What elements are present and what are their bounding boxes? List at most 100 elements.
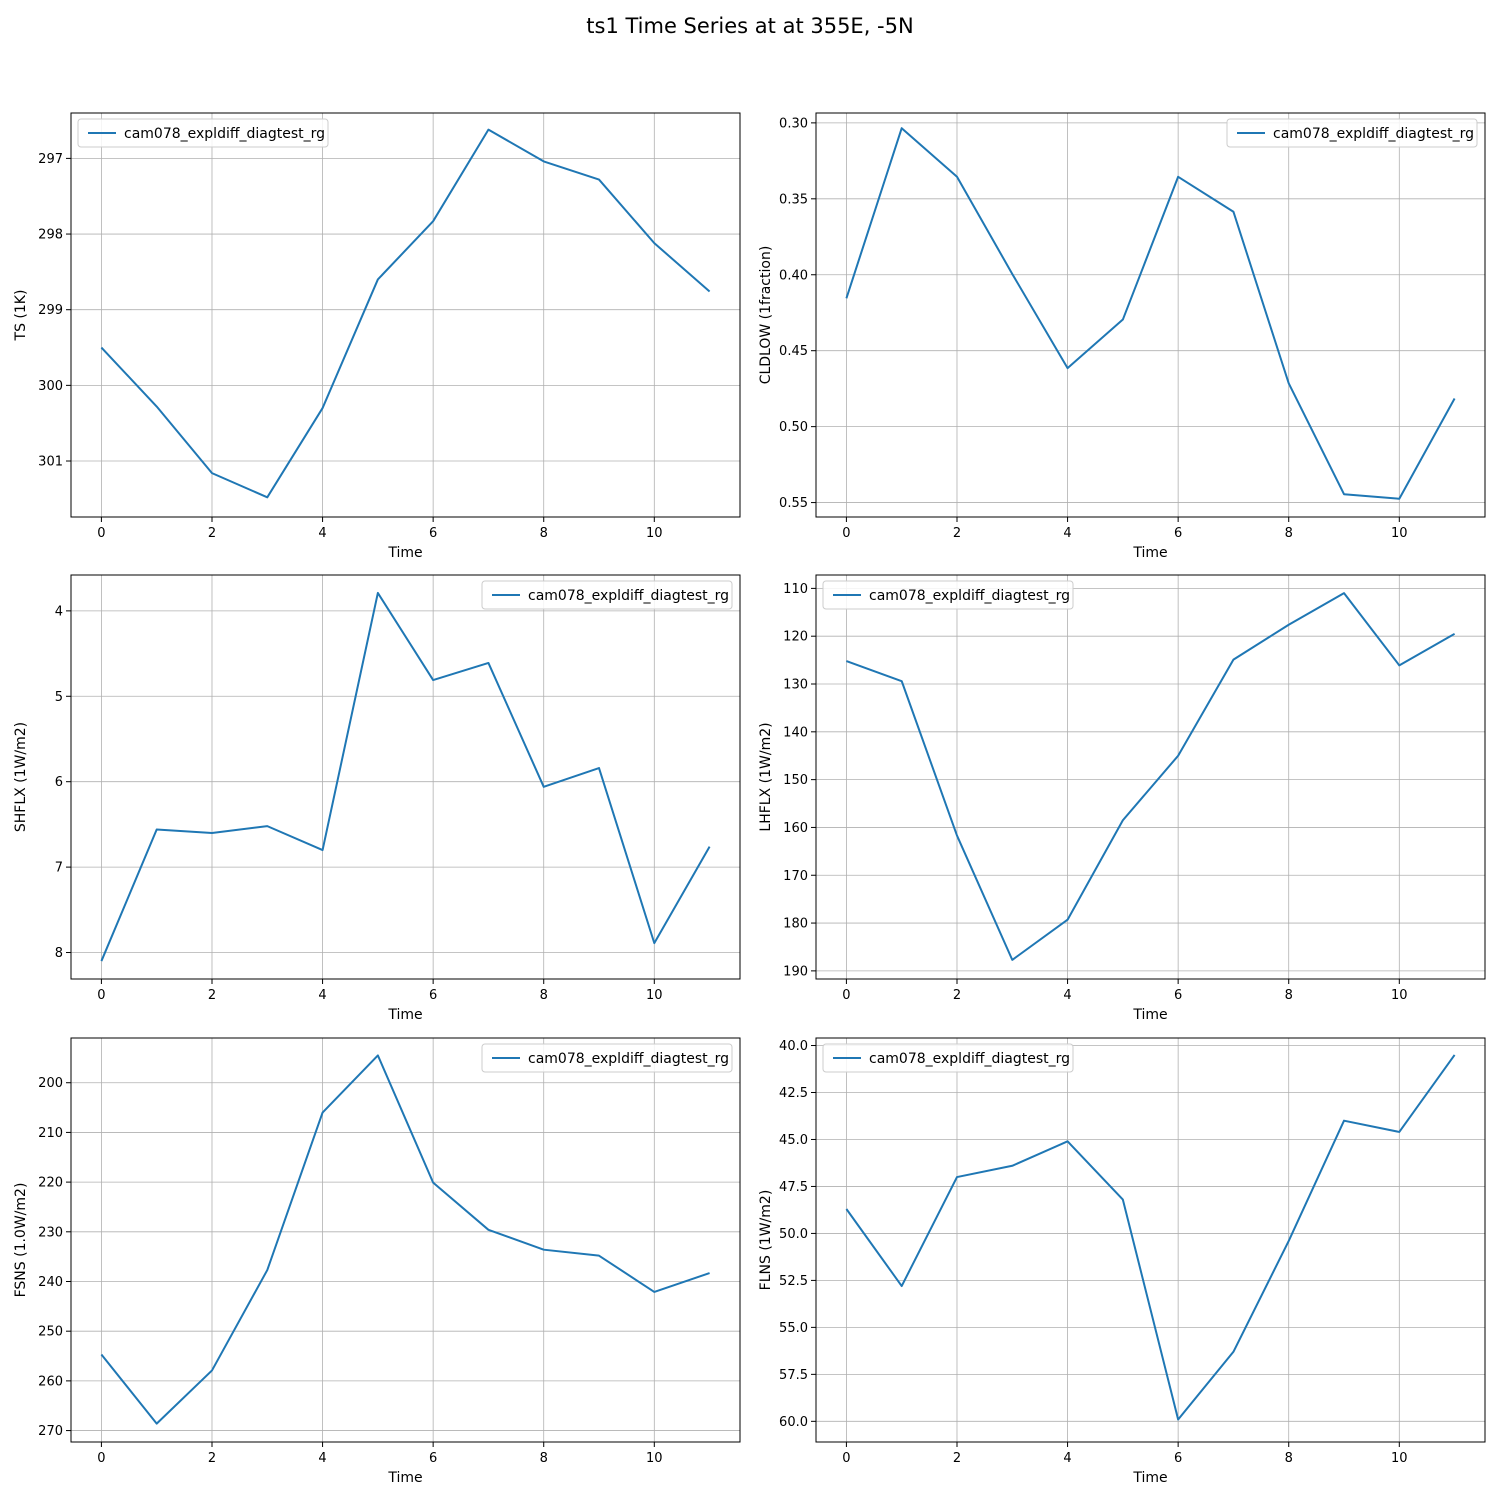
data-point: [709, 846, 711, 848]
y-tick-label: 42.5: [779, 1086, 808, 1101]
y-tick-label: 130: [783, 678, 808, 693]
x-tick-label: 4: [318, 526, 326, 541]
data-point: [156, 406, 158, 408]
y-tick-label: 55.0: [779, 1321, 808, 1336]
y-tick-label: 210: [38, 1126, 63, 1141]
series-line: [100, 128, 711, 499]
plot-frame: [70, 1037, 741, 1443]
y-tick-label: 50.0: [779, 1227, 808, 1242]
y-axis-label: SHFLX (1W/m2): [13, 722, 29, 832]
x-tick-label: 2: [208, 988, 216, 1003]
y-axis-label: FLNS (1W/m2): [758, 1190, 774, 1291]
legend-label: cam078_expldiff_diagtest_rg: [528, 1051, 729, 1067]
y-tick-label: 0.40: [779, 268, 808, 283]
legend-label: cam078_expldiff_diagtest_rg: [528, 588, 729, 604]
legend-box: [822, 580, 1074, 610]
x-tick-label: 2: [953, 526, 961, 541]
legend-label: cam078_expldiff_diagtest_rg: [1273, 126, 1474, 142]
data-point: [1343, 592, 1345, 594]
y-tick-label: 0.30: [779, 116, 808, 131]
data-point: [598, 179, 600, 181]
plot-frame: [815, 1037, 1486, 1443]
y-tick-label: 40.0: [779, 1039, 808, 1054]
x-tick-label: 0: [97, 988, 105, 1003]
data-point: [709, 291, 711, 293]
data-point: [1067, 1140, 1069, 1142]
data-point: [901, 1285, 903, 1287]
y-tick-label: 301: [38, 455, 63, 470]
data-point: [100, 960, 102, 962]
data-point: [1011, 1165, 1013, 1167]
data-point: [1454, 1054, 1456, 1056]
x-tick-label: 0: [842, 988, 850, 1003]
legend: cam078_expldiff_diagtest_rg: [822, 1043, 1074, 1073]
data-point: [211, 832, 213, 834]
x-tick-label: 2: [208, 1451, 216, 1466]
x-tick-label: 8: [540, 988, 548, 1003]
data-point: [487, 129, 489, 131]
y-tick-label: 8: [55, 946, 63, 961]
y-tick-label: 270: [38, 1424, 63, 1439]
data-point: [956, 176, 958, 178]
subplot-1: 0 2 4 6 8 10 297 298 299 300 301 Time TS (1K) cam078_…: [13, 112, 741, 561]
x-tick-label: 8: [540, 526, 548, 541]
x-axis-label: Time: [1132, 1470, 1167, 1486]
data-point: [156, 829, 158, 831]
x-tick-label: 6: [1174, 526, 1182, 541]
series-line: [100, 1054, 710, 1425]
y-tick-label: 110: [783, 582, 808, 597]
data-point: [845, 660, 847, 662]
x-tick-label: 10: [1391, 1451, 1408, 1466]
data-point: [487, 662, 489, 664]
series-line: [845, 1054, 1456, 1421]
y-tick-label: 300: [38, 379, 63, 394]
subplot-3: 0 2 4 6 8 10 4 5 6 7 8 Time SHFLX (1W/m2) cam078_expl…: [13, 574, 741, 1023]
data-point: [598, 1255, 600, 1257]
x-tick-label: 6: [429, 526, 437, 541]
y-tick-label: 6: [55, 775, 63, 790]
y-tick-label: 0.50: [779, 420, 808, 435]
legend-box: [481, 1043, 733, 1073]
data-point: [709, 1272, 711, 1274]
y-tick-label: 52.5: [779, 1274, 808, 1289]
data-point: [845, 297, 847, 299]
data-point: [156, 1423, 158, 1425]
legend-label: cam078_expldiff_diagtest_rg: [124, 126, 325, 142]
data-point: [100, 1354, 102, 1356]
data-point: [432, 220, 434, 222]
data-point: [211, 1369, 213, 1371]
data-point: [322, 1112, 324, 1114]
y-tick-label: 298: [38, 228, 63, 243]
series-line: [846, 592, 1456, 961]
data-point: [377, 1054, 379, 1056]
y-tick-label: 7: [55, 861, 63, 876]
x-tick-label: 4: [1063, 988, 1071, 1003]
data-point: [1067, 367, 1069, 369]
x-tick-label: 2: [953, 988, 961, 1003]
legend: cam078_expldiff_diagtest_rg: [1226, 118, 1478, 148]
legend: cam078_expldiff_diagtest_rg: [822, 580, 1074, 610]
plot-frame: [70, 112, 741, 518]
legend: cam078_expldiff_diagtest_rg: [481, 580, 733, 610]
x-tick-label: 8: [540, 1451, 548, 1466]
data-point: [653, 242, 655, 244]
data-point: [1343, 493, 1345, 495]
data-point: [1454, 633, 1456, 635]
data-point: [377, 592, 379, 594]
y-tick-label: 160: [783, 821, 808, 836]
data-point: [1177, 755, 1179, 757]
data-point: [543, 1249, 545, 1251]
y-tick-label: 260: [38, 1374, 63, 1389]
y-tick-label: 4: [55, 604, 63, 619]
data-point: [901, 680, 903, 682]
data-point: [1288, 382, 1290, 384]
data-point: [211, 472, 213, 474]
y-tick-label: 170: [783, 869, 808, 884]
x-tick-label: 8: [1285, 526, 1293, 541]
series-line: [100, 591, 711, 962]
y-tick-label: 45.0: [779, 1133, 808, 1148]
x-axis-label: Time: [387, 1470, 422, 1486]
plot-frame: [815, 574, 1486, 980]
figure-title: ts1 Time Series at at 355E, -5N: [586, 14, 914, 38]
